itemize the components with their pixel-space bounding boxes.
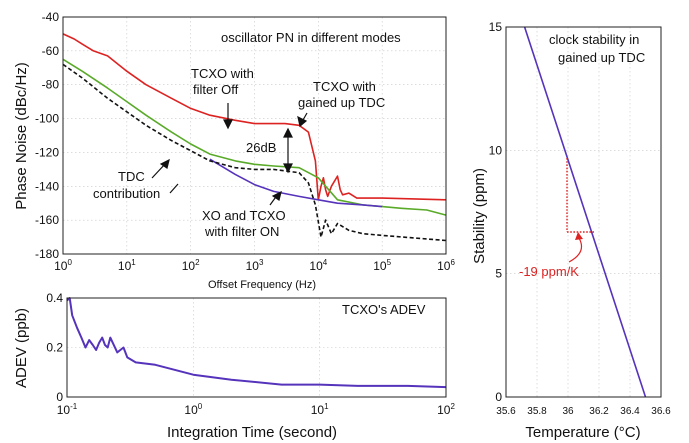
- adev-title: TCXO's ADEV: [342, 302, 426, 317]
- adev-x-axis-title: Integration Time (second): [167, 424, 337, 441]
- phase-noise-y-tick: -100: [35, 112, 59, 126]
- stability-y-tick: 10: [489, 143, 503, 157]
- slope-triangle: [566, 158, 594, 233]
- phase-noise-title: oscillator PN in different modes: [221, 30, 401, 45]
- adev-x-tick: 102: [437, 402, 455, 417]
- stability-series: [523, 26, 647, 398]
- phase-noise-x-tick: 101: [118, 258, 136, 273]
- stability-plot-frame: [505, 26, 662, 398]
- adev-x-tick: 10-1: [57, 402, 78, 417]
- adev-x-tick-exponent: 0: [198, 402, 203, 411]
- adev-y-tick: 0.4: [46, 291, 63, 305]
- stability-chart: 35.6 35.8 36 36.2 36.4 36.6 15 10 5 0 clock stabi…: [471, 20, 671, 441]
- adev-x-tick: 101: [311, 402, 329, 417]
- adev-x-tick-exponent: 2: [450, 402, 455, 411]
- phase-noise-y-tick: -180: [35, 247, 59, 261]
- phase-noise-x-tick-exponent: 1: [131, 258, 136, 267]
- phase-noise-y-tick: -160: [35, 213, 59, 227]
- phase-noise-x-tick-base: 10: [309, 259, 323, 273]
- adev-y-tick: 0.2: [46, 341, 63, 355]
- phase-noise-y-tick: -80: [42, 78, 60, 92]
- adev-x-tick-base: 10: [437, 403, 451, 417]
- phase-noise-x-tick-base: 10: [373, 259, 387, 273]
- series-tcxo-adev: [66, 297, 447, 389]
- series-stability: [523, 26, 647, 398]
- slope-arrow: [568, 237, 583, 263]
- adev-x-tick-exponent: -1: [70, 402, 78, 411]
- stability-x-tick: 35.8: [527, 406, 547, 417]
- annotation-slope: -19 ppm/K: [519, 264, 579, 279]
- stability-title-line-1: clock stability in: [549, 32, 639, 47]
- stability-x-tick: 36.6: [651, 406, 671, 417]
- phase-noise-ticks: 100 101 102 103 104 105 106-40-60-80-100-120-1…: [35, 10, 455, 273]
- annotation-tcxo-gained-up-tdc: TCXO with gained up TDC: [298, 79, 385, 110]
- stability-x-tick: 36.4: [620, 406, 640, 417]
- phase-noise-x-tick: 100: [54, 258, 72, 273]
- adev-grid: [67, 298, 446, 397]
- phase-noise-x-tick: 103: [246, 258, 264, 273]
- annotation-tcxo-filter-off: TCXO with filter Off: [191, 66, 257, 97]
- phase-noise-x-tick-exponent: 3: [259, 258, 264, 267]
- adev-x-tick-base: 10: [311, 403, 325, 417]
- phase-noise-x-tick-base: 10: [437, 259, 451, 273]
- adev-x-tick: 100: [184, 402, 202, 417]
- series-tcxo-gained-up-tdc: [62, 33, 447, 201]
- adev-y-axis-title: ADEV (ppb): [13, 308, 30, 388]
- phase-noise-x-tick-base: 10: [118, 259, 132, 273]
- phase-noise-x-tick: 102: [182, 258, 200, 273]
- phase-noise-chart: 100 101 102 103 104 105 106-40-60-80-100-120-1…: [13, 10, 455, 291]
- phase-noise-series: [62, 33, 447, 242]
- phase-noise-x-tick-exponent: 4: [323, 258, 328, 267]
- stability-title: clock stability in gained up TDC: [549, 32, 645, 65]
- annotation-arrows: [151, 103, 308, 206]
- stability-x-axis-title: Temperature (°C): [525, 424, 640, 441]
- slope-arrow-head: [575, 232, 583, 240]
- adev-x-tick-base: 10: [184, 403, 198, 417]
- adev-plot-frame: [66, 297, 447, 398]
- phase-noise-x-tick-base: 10: [54, 259, 68, 273]
- stability-y-tick: 5: [495, 267, 502, 281]
- phase-noise-x-axis-title: Offset Frequency (Hz): [208, 279, 316, 291]
- adev-series: [66, 297, 447, 389]
- phase-noise-x-tick-exponent: 2: [195, 258, 200, 267]
- annotation-tdc-contribution: TDC contribution: [93, 169, 160, 201]
- stability-x-tick: 35.6: [496, 406, 516, 417]
- phase-noise-y-tick: -140: [35, 179, 59, 193]
- phase-noise-x-tick-base: 10: [182, 259, 196, 273]
- stability-title-line-2: gained up TDC: [558, 50, 645, 65]
- phase-noise-y-axis-title: Phase Noise (dBc/Hz): [13, 62, 30, 210]
- phase-noise-x-tick-base: 10: [246, 259, 260, 273]
- stability-grid: [506, 27, 661, 397]
- series-xo-tcxo-filter-on: [209, 158, 383, 208]
- series-tdc-contribution: [62, 63, 447, 242]
- stability-x-tick: 36: [562, 406, 574, 417]
- phase-noise-y-tick: -120: [35, 145, 59, 159]
- annotation-xo-tcxo-filter-on: XO and TCXO with filter ON: [202, 208, 289, 239]
- stability-y-tick: 15: [489, 20, 503, 34]
- stability-x-tick: 36.2: [589, 406, 609, 417]
- phase-noise-x-tick-exponent: 0: [67, 258, 72, 267]
- stability-y-tick: 0: [495, 390, 502, 404]
- annotation-26db: 26dB: [246, 140, 276, 155]
- phase-noise-plot-frame: [62, 16, 447, 255]
- phase-noise-x-tick: 106: [437, 258, 455, 273]
- adev-x-tick-base: 10: [57, 403, 71, 417]
- stability-ticks: 35.6 35.8 36 36.2 36.4 36.6 15 10 5 0: [489, 20, 672, 417]
- phase-noise-x-tick: 104: [309, 258, 327, 273]
- phase-noise-y-tick: -60: [42, 44, 60, 58]
- phase-noise-x-tick: 105: [373, 258, 391, 273]
- adev-y-tick: 0: [56, 390, 63, 404]
- adev-x-tick-exponent: 1: [324, 402, 329, 411]
- phase-noise-x-tick-exponent: 5: [387, 258, 392, 267]
- stability-y-axis-title: Stability (ppm): [471, 168, 488, 264]
- phase-noise-y-tick: -40: [42, 10, 60, 24]
- phase-noise-x-tick-exponent: 6: [450, 258, 455, 267]
